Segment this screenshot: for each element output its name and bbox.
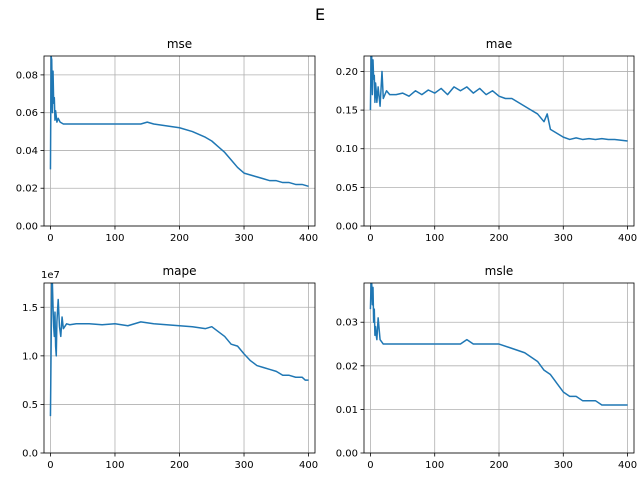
- x-tick-label: 300: [554, 233, 573, 244]
- y-tick-label: 0.04: [16, 146, 38, 157]
- subplot-mse: 0 100 200 300 400 0.00 0.02 0.04 0.06 0.08 mse: [16, 37, 318, 244]
- x-tick-label: 200: [489, 233, 508, 244]
- x-tick-label: 0: [367, 460, 373, 471]
- x-tick-label: 200: [489, 460, 508, 471]
- subplot-mape: 0 100 200 300 400 0.0 0.5 1.0 1.5 1e7 mape: [22, 264, 318, 471]
- x-tick-label: 0: [47, 460, 53, 471]
- y-tick-label: 0.05: [336, 183, 358, 194]
- y-tick-label: 0.02: [16, 184, 38, 195]
- x-tick-label: 400: [618, 460, 637, 471]
- x-tick-label: 100: [105, 233, 124, 244]
- y-tick-label: 0.10: [336, 144, 358, 155]
- y-tick-label: 0.00: [336, 222, 358, 233]
- x-tick-label: 0: [47, 233, 53, 244]
- subplot-title: mape: [162, 264, 196, 278]
- y-tick-label: 1.5: [22, 303, 38, 314]
- y-tick-label: 0.02: [336, 361, 358, 372]
- x-tick-label: 0: [367, 233, 373, 244]
- x-tick-label: 400: [618, 233, 637, 244]
- y-tick-label: 0.20: [336, 67, 358, 78]
- x-tick-label: 100: [105, 460, 124, 471]
- x-tick-label: 100: [425, 460, 444, 471]
- y-tick-label: 1.0: [22, 351, 38, 362]
- x-tick-label: 300: [234, 460, 253, 471]
- y-tick-label: 0.15: [336, 106, 358, 117]
- x-tick-label: 300: [554, 460, 573, 471]
- series-line: [49, 283, 309, 417]
- subplot-title: mse: [167, 37, 192, 51]
- y-offset-text: 1e7: [41, 270, 60, 281]
- y-tick-label: 0.03: [336, 318, 358, 329]
- y-tick-label: 0.00: [336, 449, 358, 460]
- y-tick-label: 0.00: [16, 222, 38, 233]
- y-tick-label: 0.08: [16, 70, 38, 81]
- subplot-msle: 0 100 200 300 400 0.00 0.01 0.02 0.03 msle: [336, 264, 637, 471]
- subplot-mae: 0 100 200 300 400 0.00 0.05 0.10 0.15 0.20 mae: [336, 37, 637, 244]
- subplot-title: mae: [486, 37, 512, 51]
- series-line: [369, 283, 628, 406]
- y-tick-label: 0.0: [22, 449, 38, 460]
- figure-suptitle: E: [315, 5, 325, 24]
- x-tick-label: 200: [170, 460, 189, 471]
- x-tick-label: 400: [299, 233, 318, 244]
- series-line: [369, 56, 628, 142]
- y-tick-label: 0.01: [336, 405, 358, 416]
- x-tick-label: 100: [425, 233, 444, 244]
- x-tick-label: 200: [170, 233, 189, 244]
- series-line: [49, 56, 309, 188]
- y-tick-label: 0.06: [16, 108, 38, 119]
- x-tick-label: 300: [234, 233, 253, 244]
- y-tick-label: 0.5: [22, 400, 38, 411]
- subplot-title: msle: [485, 264, 514, 278]
- x-tick-label: 400: [299, 460, 318, 471]
